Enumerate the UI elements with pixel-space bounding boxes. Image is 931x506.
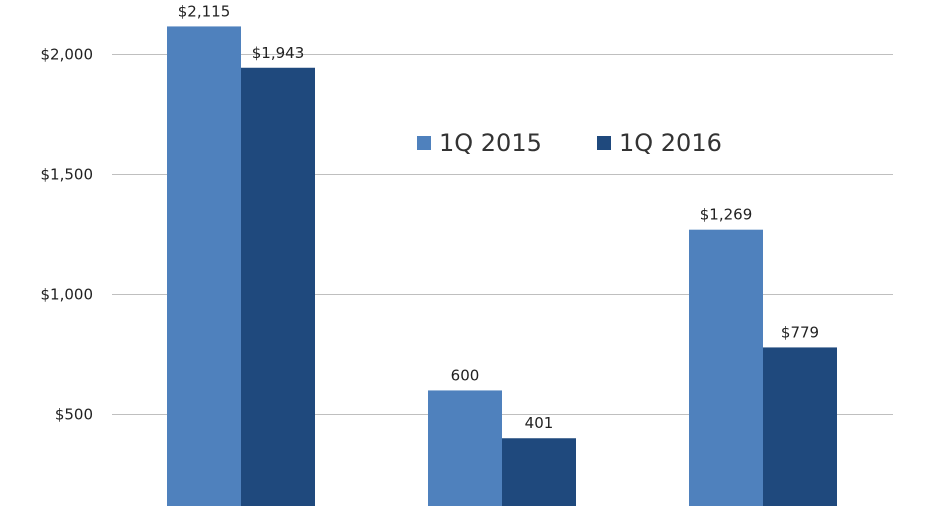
y-axis: $500 $1,000 $1,500 $2,000 — [41, 46, 94, 424]
bar-value-label: 600 — [451, 366, 480, 384]
bar — [167, 26, 241, 506]
bar-value-label: $1,943 — [252, 44, 305, 62]
y-tick-label: $2,000 — [41, 46, 94, 64]
bar — [241, 67, 315, 506]
legend-swatch — [597, 136, 611, 150]
legend-label: 1Q 2015 — [439, 129, 542, 157]
bar — [502, 438, 576, 506]
legend: 1Q 2015 1Q 2016 — [417, 129, 722, 157]
bar-value-label: $779 — [781, 323, 819, 341]
bar-value-label: $2,115 — [178, 2, 231, 20]
legend-label: 1Q 2016 — [619, 129, 722, 157]
bars — [167, 26, 837, 506]
legend-swatch — [417, 136, 431, 150]
bar-value-label: 401 — [525, 414, 554, 432]
bar — [763, 347, 837, 506]
bar-value-label: $1,269 — [700, 206, 753, 224]
y-tick-label: $1,000 — [41, 286, 94, 304]
bar — [689, 229, 763, 506]
bar — [428, 390, 502, 506]
y-tick-label: $1,500 — [41, 166, 94, 184]
y-tick-label: $500 — [55, 406, 93, 424]
data-labels: $2,115 $1,943 600 401 $1,269 $779 — [178, 2, 819, 432]
